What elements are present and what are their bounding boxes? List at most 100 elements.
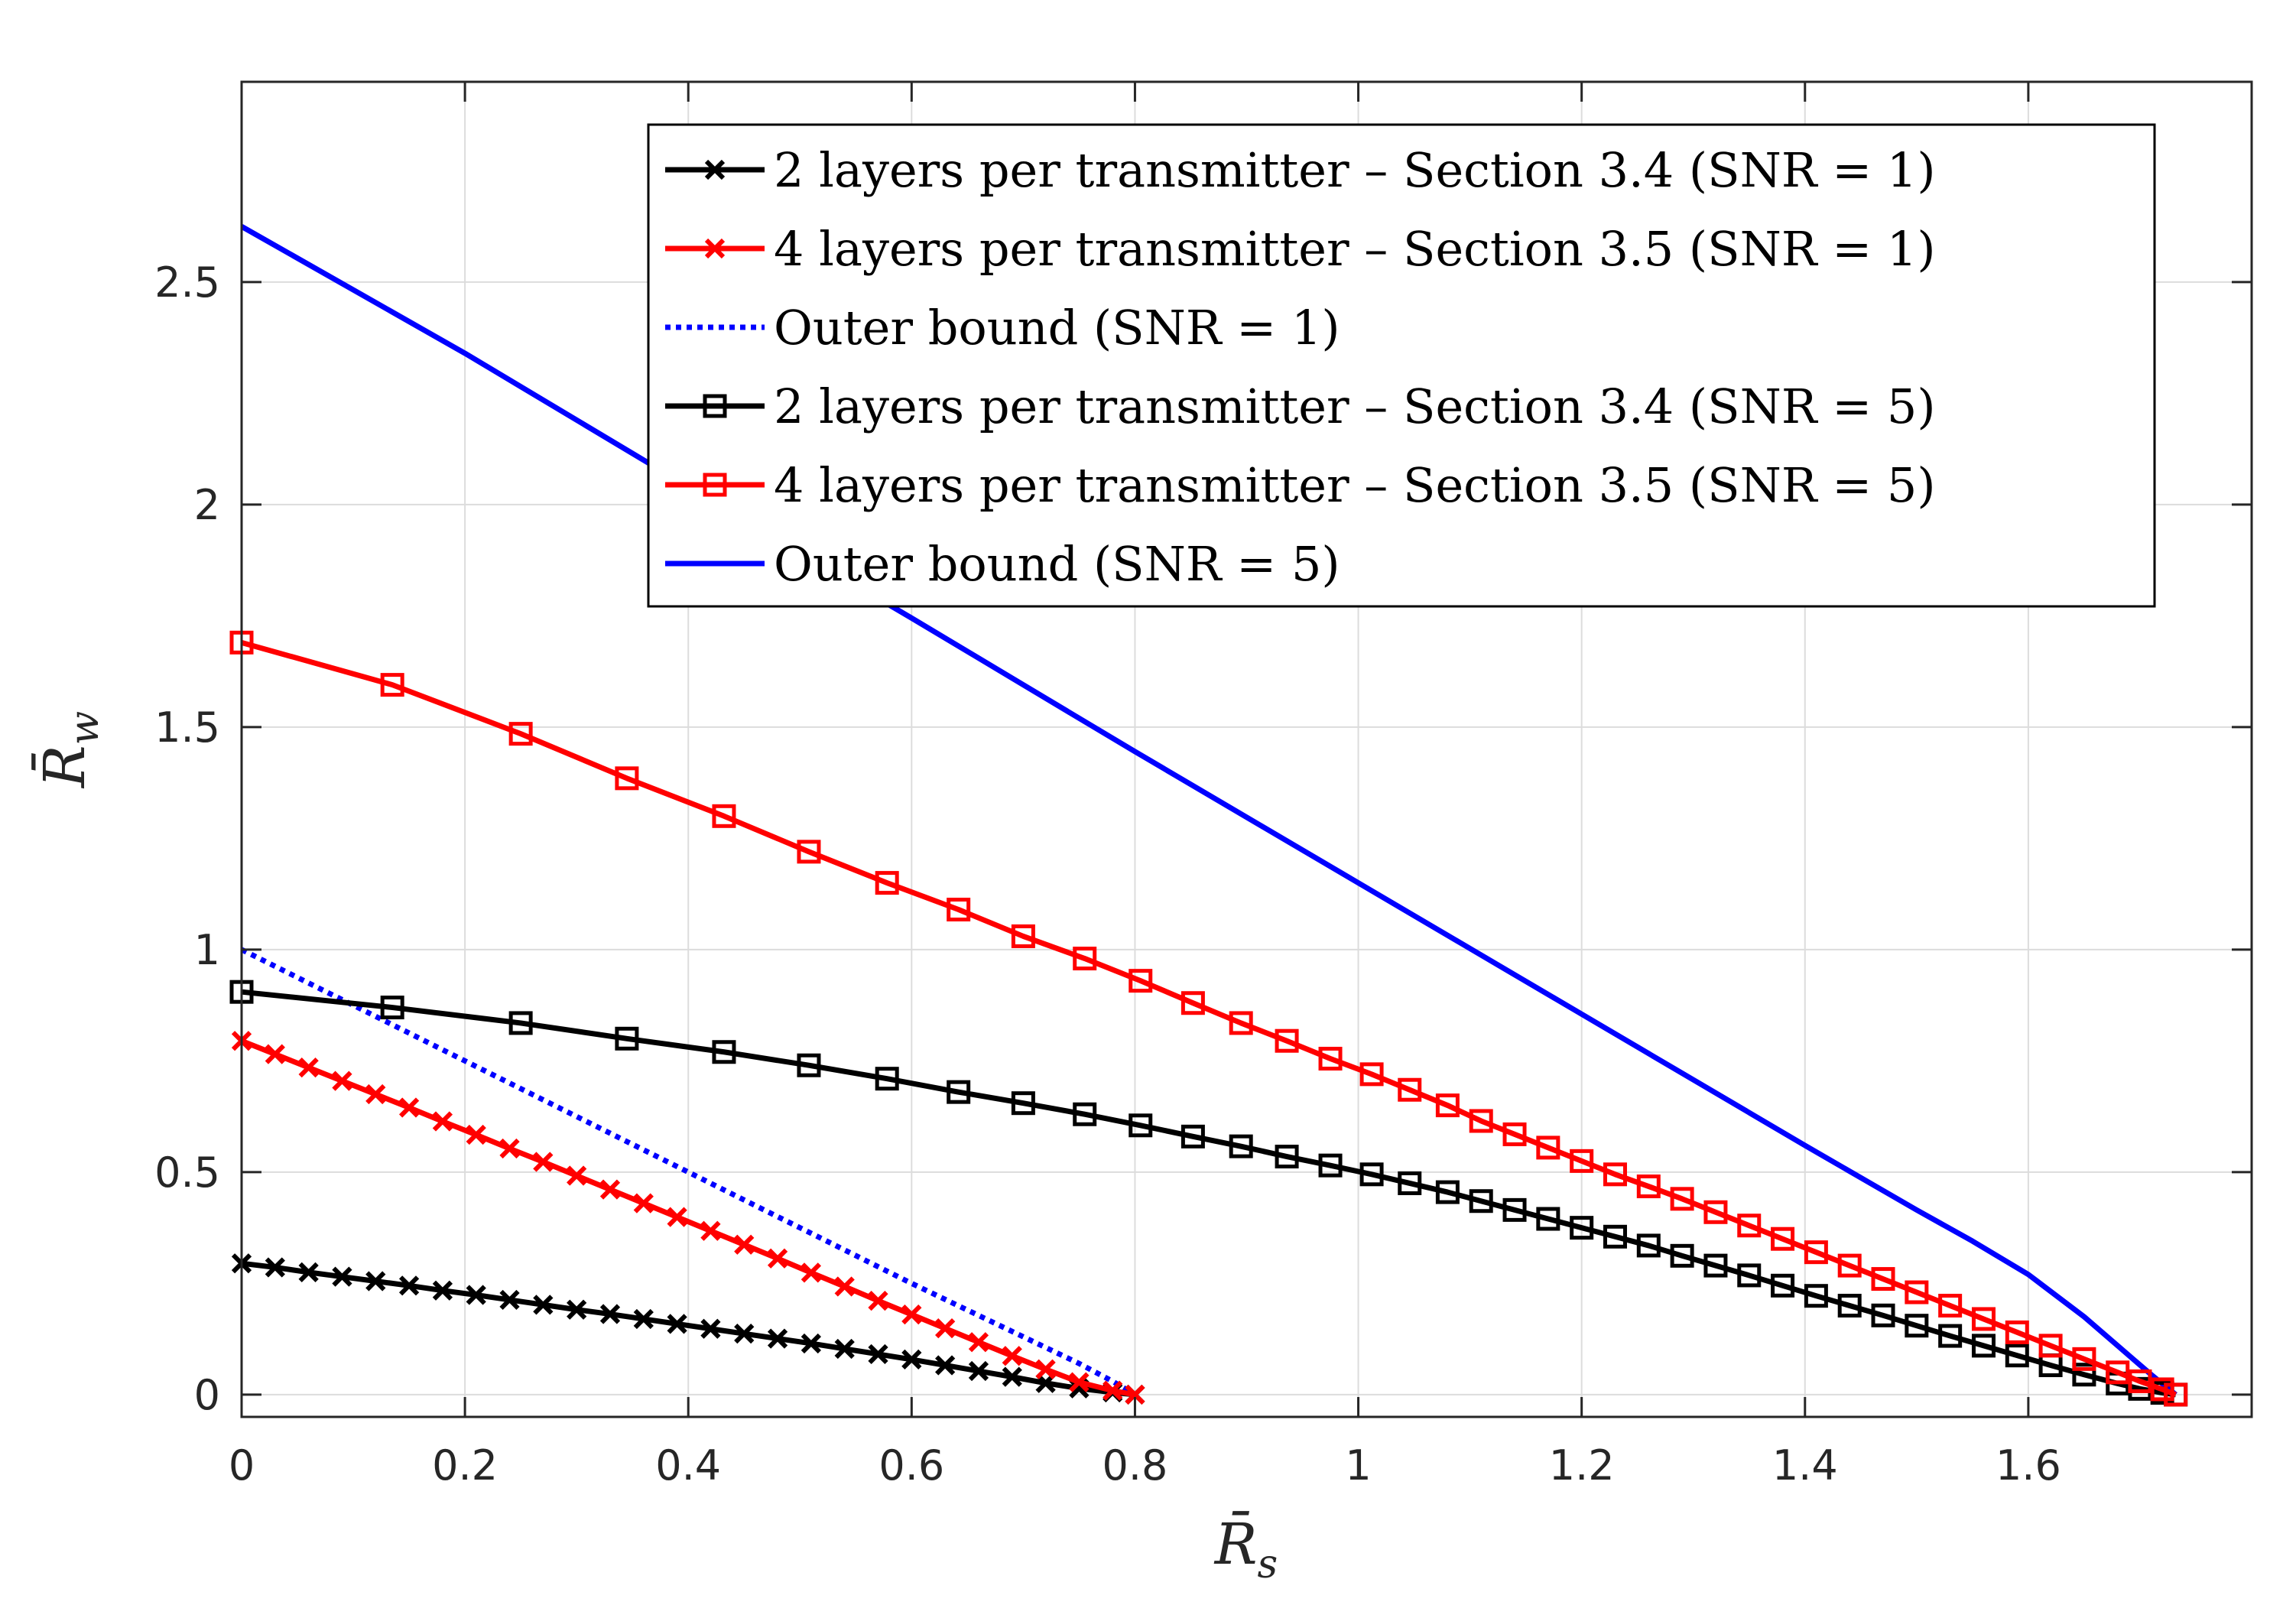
legend-item-6: Outer bound (SNR = 5) [665,536,1340,592]
series-2 [231,1031,1145,1405]
data-point [2164,1382,2188,1407]
series-line [240,947,1137,1397]
ticks [240,82,2252,1417]
legend-label: 2 layers per transmitter – Section 3.4 (… [774,142,1936,198]
data-point [1180,991,1205,1015]
data-point [1636,1233,1661,1258]
data-point [801,1333,822,1354]
legend-label: 4 layers per transmitter – Section 3.5 (… [774,457,1936,513]
data-point [1837,1294,1862,1317]
data-point [834,1276,855,1297]
y-tick-label: 2.5 [154,258,220,307]
series-4 [229,980,2188,1407]
x-tick-label: 0 [229,1441,255,1490]
legend-item-4: 2 layers per transmitter – Section 3.4 (… [665,379,1936,434]
data-point [298,1262,319,1282]
data-point [767,1328,788,1349]
data-point [2005,1343,2029,1368]
data-point [1871,1267,1895,1291]
y-tick-label: 0.5 [154,1149,220,1197]
legend-swatch-marker [704,159,726,180]
data-point [801,1262,822,1283]
x-tick-label: 0.8 [1102,1441,1167,1490]
data-point [1011,1091,1035,1116]
data-point [968,1332,989,1353]
data-point [1502,1122,1527,1146]
data-point [667,1207,687,1227]
data-point [567,1165,587,1186]
x-tick-label: 1.2 [1549,1441,1615,1490]
data-point [1229,1134,1253,1158]
data-point [508,722,533,746]
data-point [947,1080,971,1104]
data-point [1905,1314,1929,1338]
data-point [1129,969,1153,993]
legend-item-2: 4 layers per transmitter – Section 3.5 (… [665,221,1936,277]
data-point [332,1071,352,1091]
data-point [1275,1028,1299,1053]
data-point [868,1343,888,1365]
data-point [797,1053,821,1077]
data-point [2005,1320,2029,1344]
data-point [466,1285,486,1305]
data-point [398,1275,420,1296]
data-point [1971,1334,1996,1358]
data-point [432,1111,453,1132]
data-point [712,804,736,828]
legend-item-1: 2 layers per transmitter – Section 3.4 (… [665,142,1936,198]
data-point [1011,924,1035,948]
data-point [298,1058,319,1078]
data-point [1435,1093,1460,1118]
data-point [1737,1263,1762,1288]
data-point [1359,1062,1384,1087]
data-point [712,1040,736,1064]
data-point [767,1248,788,1269]
y-tick-label: 0 [194,1371,220,1419]
data-point [875,871,899,895]
data-point [1035,1359,1056,1379]
series-1 [231,1253,1145,1405]
data-point [1129,1113,1153,1138]
data-point [265,1257,285,1278]
data-point [1636,1175,1661,1199]
data-point [1469,1189,1493,1213]
data-point [1837,1253,1862,1278]
legend-swatch-marker [703,473,727,497]
series-3 [240,947,1137,1397]
data-point [2150,1377,2174,1402]
data-point [734,1234,755,1255]
data-point [2128,1369,2152,1393]
legend-label: Outer bound (SNR = 5) [774,536,1340,592]
data-point [1938,1294,1963,1317]
data-point [1771,1273,1795,1298]
data-point [1703,1200,1728,1224]
data-point [1502,1197,1527,1222]
data-point [1180,1124,1205,1149]
data-point [1398,1077,1422,1102]
x-tick-label: 0.6 [878,1441,944,1490]
y-tick-label: 1.5 [154,703,220,752]
data-point [797,840,821,864]
data-point [1603,1162,1627,1187]
data-point [499,1289,520,1311]
data-point [1536,1136,1560,1160]
legend-item-3: Outer bound (SNR = 1) [665,300,1340,356]
data-point [633,1193,654,1213]
data-point [2072,1347,2096,1371]
legend-swatch-marker [704,238,726,259]
tick-labels: 0 0.2 0.4 0.6 0.8 1 1.2 1.4 1.6 0 0.5 1 1.5 2 2.5 [154,258,2061,1490]
data-point [734,1324,755,1344]
data-point [1971,1307,1996,1331]
x-tick-label: 0.4 [655,1441,721,1490]
data-point [1359,1162,1384,1187]
data-point [432,1280,453,1301]
data-point [1469,1109,1493,1133]
series-layer [229,224,2188,1407]
data-point [2072,1363,2096,1387]
data-point [599,1179,621,1200]
data-point [667,1314,687,1334]
data-point [380,673,404,697]
legend: 2 layers per transmitter – Section 3.4 (… [647,123,2156,608]
data-point [935,1318,956,1339]
data-point [567,1299,587,1320]
